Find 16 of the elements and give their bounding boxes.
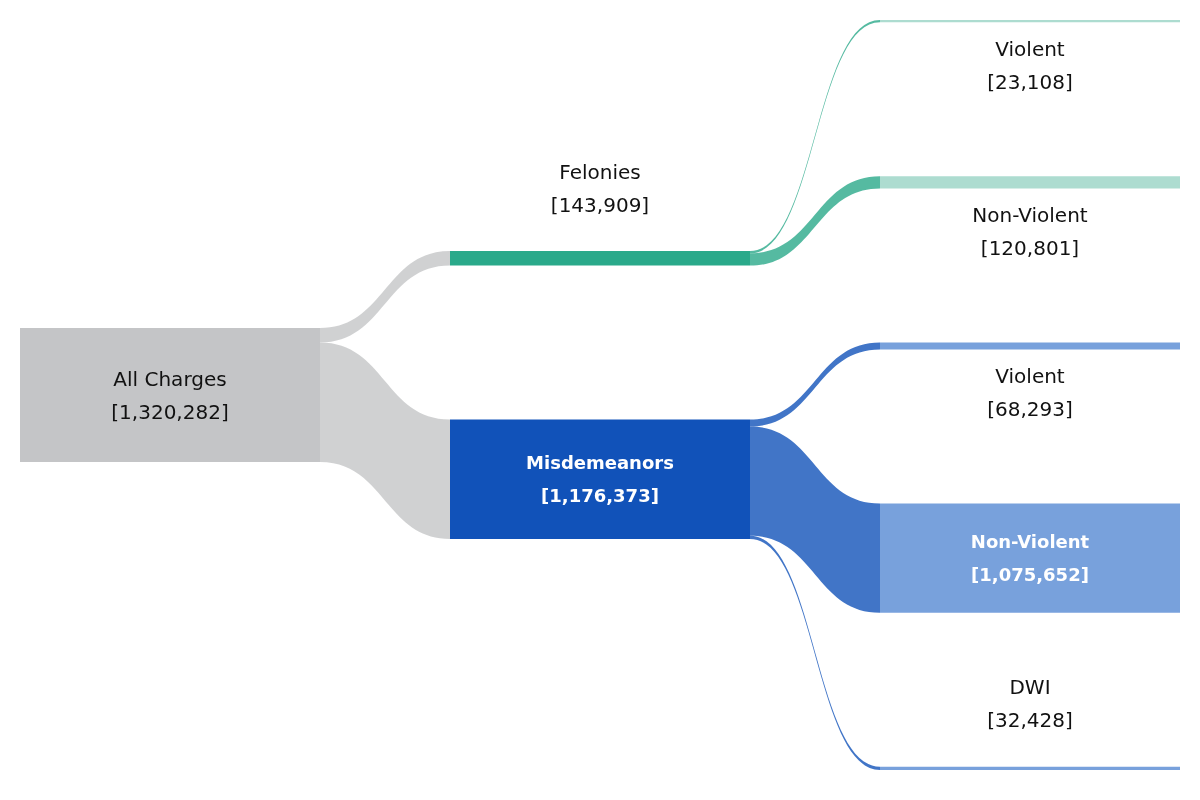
data-label: [120,801] <box>980 236 1080 261</box>
category-label: Non-Violent <box>970 531 1090 553</box>
data-label: [1,320,282] <box>111 399 229 424</box>
category-label: Non-Violent <box>972 203 1088 228</box>
category-label: Misdemeanors <box>526 452 674 474</box>
category-label: Violent <box>995 36 1065 61</box>
data-label: [143,909] <box>550 192 650 217</box>
data-label: [68,293] <box>987 397 1073 422</box>
data-label: [32,428] <box>987 708 1073 733</box>
category-label: Felonies <box>559 159 641 184</box>
category-label: Violent <box>995 364 1065 389</box>
data-label: [23,108] <box>987 69 1073 94</box>
data-label: [1,075,652] <box>971 564 1089 586</box>
category-label: All Charges <box>113 366 227 391</box>
data-label: [1,176,373] <box>541 485 659 507</box>
category-label: DWI <box>1009 675 1051 700</box>
